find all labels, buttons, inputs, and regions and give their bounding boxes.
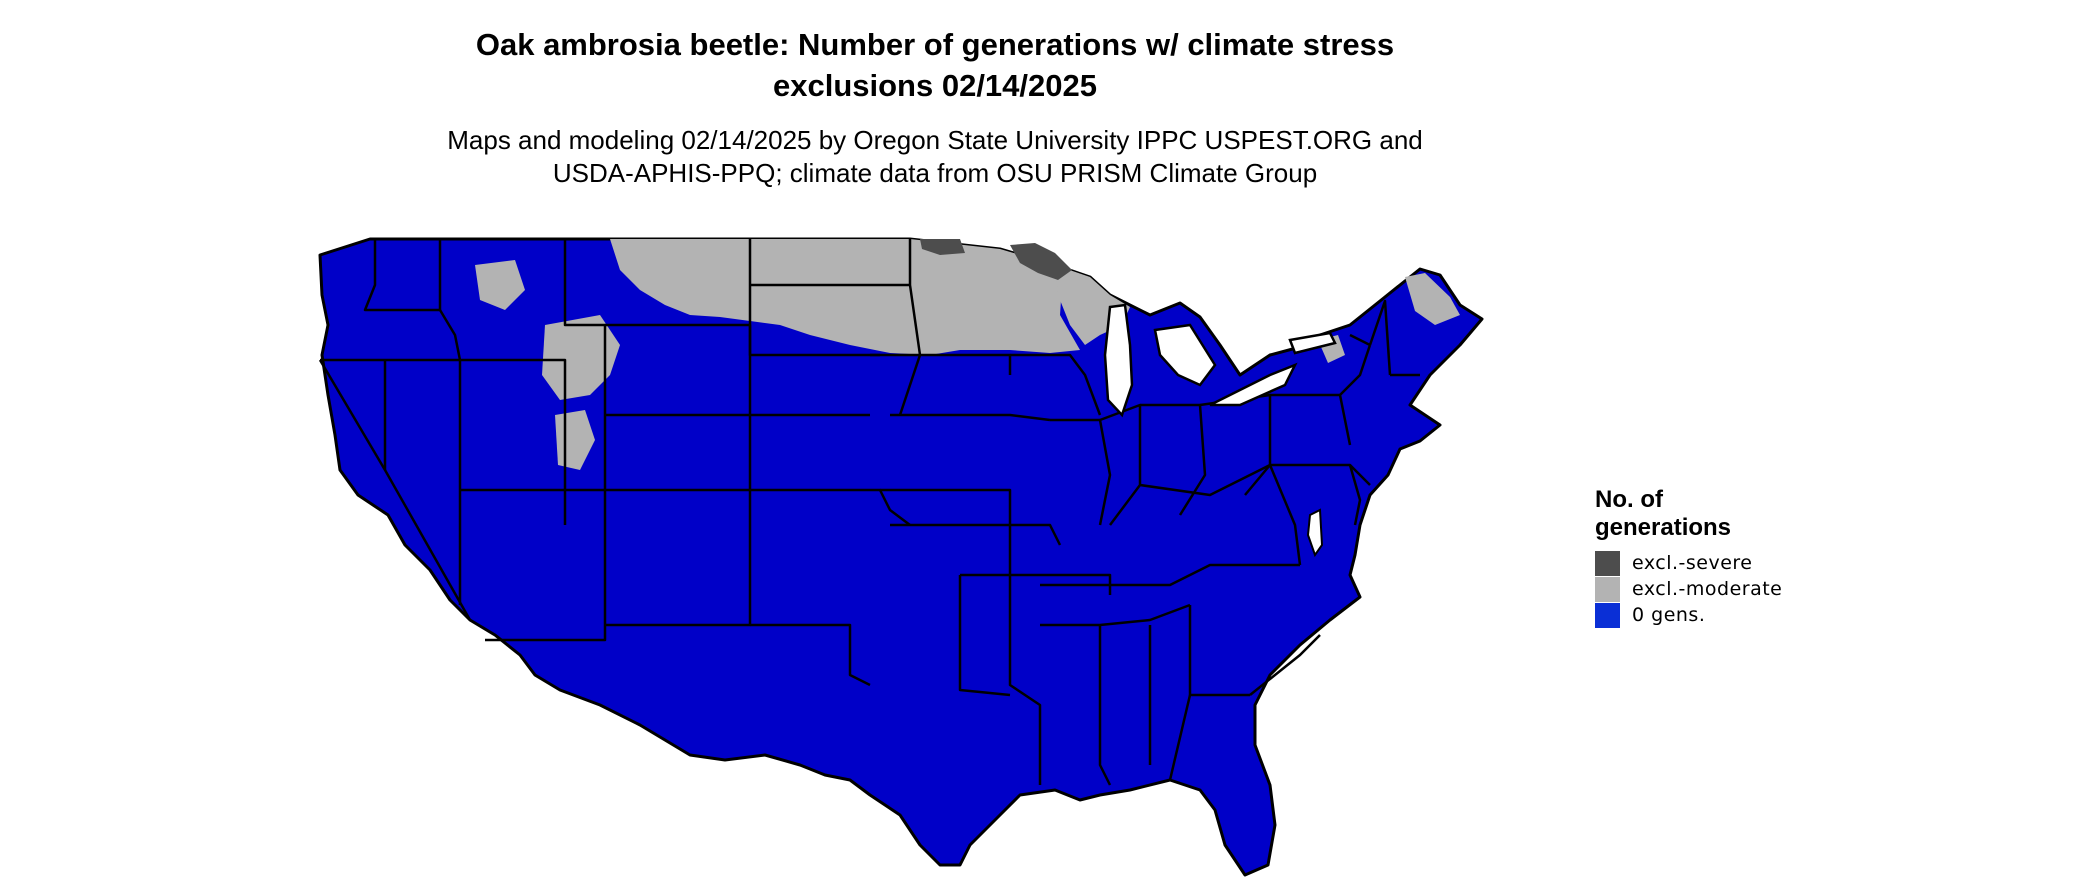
northern-idaho-moderate-zone (475, 260, 525, 310)
legend-label-excl-severe: excl.-severe (1632, 552, 1753, 574)
us-map-svg (318, 237, 1484, 877)
northern-plains-moderate-zone (610, 239, 1080, 355)
legend-label-excl-moderate: excl.-moderate (1632, 578, 1783, 600)
map-title: Oak ambrosia beetle: Number of generatio… (300, 24, 1570, 106)
lake-michigan (1103, 303, 1134, 418)
legend-label-0-gens: 0 gens. (1632, 604, 1706, 626)
legend-item-excl-severe: excl.-severe (1595, 550, 1855, 576)
map-legend: No. of generations excl.-severe excl.-mo… (1595, 486, 1855, 628)
excl-severe-zones (920, 239, 1072, 280)
title-block: Oak ambrosia beetle: Number of generatio… (300, 24, 1570, 190)
northern-new-england-moderate-zone (1405, 273, 1460, 325)
legend-title-line-2: generations (1595, 514, 1732, 541)
lake-huron (1153, 323, 1217, 387)
minnesota-arrowhead-severe-zone (1010, 243, 1072, 280)
rocky-mountain-moderate-zone-1 (542, 315, 620, 400)
map-title-line-2: exclusions 02/14/2025 (772, 68, 1097, 103)
northern-minnesota-severe-zone (920, 239, 965, 255)
great-lakes (1103, 303, 1337, 418)
chesapeake-bay (1306, 508, 1324, 558)
lake-ontario (1288, 331, 1337, 355)
lake-erie (1209, 362, 1298, 407)
map-subtitle-line-2: USDA-APHIS-PPQ; climate data from OSU PR… (552, 158, 1318, 188)
excl-moderate-zones (475, 239, 1460, 470)
legend-title-line-1: No. of (1595, 486, 1663, 513)
map-subtitle-line-1: Maps and modeling 02/14/2025 by Oregon S… (447, 125, 1423, 155)
legend-item-excl-moderate: excl.-moderate (1595, 576, 1855, 602)
legend-title: No. of generations (1595, 486, 1855, 542)
legend-item-0-gens: 0 gens. (1595, 602, 1855, 628)
map-subtitle: Maps and modeling 02/14/2025 by Oregon S… (300, 124, 1570, 190)
us-map (310, 225, 1570, 890)
state-borders (318, 239, 1420, 786)
legend-swatch-excl-moderate (1595, 576, 1620, 602)
legend-swatch-0-gens (1595, 602, 1620, 628)
map-title-line-1: Oak ambrosia beetle: Number of generatio… (475, 27, 1395, 62)
legend-swatch-excl-severe (1595, 550, 1620, 576)
